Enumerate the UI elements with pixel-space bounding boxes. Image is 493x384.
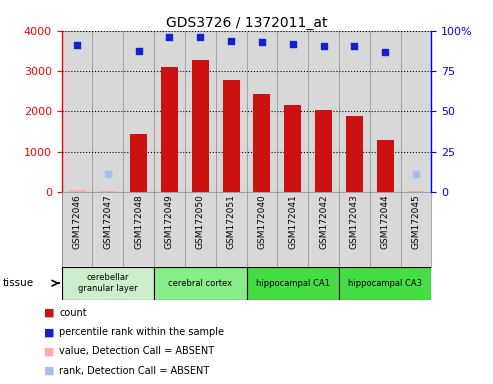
Point	[196, 35, 204, 41]
Point	[104, 171, 112, 177]
Text: GSM172050: GSM172050	[196, 194, 205, 249]
Text: hippocampal CA1: hippocampal CA1	[256, 279, 330, 288]
Bar	[346, 116, 363, 192]
Point	[351, 43, 358, 49]
Text: GSM172047: GSM172047	[104, 194, 112, 249]
Bar	[277, 31, 308, 192]
Bar	[154, 267, 246, 300]
Bar	[154, 31, 185, 192]
Point	[73, 42, 81, 48]
Bar	[339, 267, 431, 300]
Bar	[62, 267, 154, 300]
Text: GSM172040: GSM172040	[257, 194, 266, 249]
Text: GSM172042: GSM172042	[319, 194, 328, 249]
Point	[227, 38, 235, 44]
Bar	[123, 31, 154, 192]
Text: ■: ■	[44, 366, 55, 376]
Text: cerebellar
granular layer: cerebellar granular layer	[78, 273, 138, 293]
Point	[258, 39, 266, 45]
Text: GSM172049: GSM172049	[165, 194, 174, 249]
Bar	[339, 31, 370, 192]
Bar	[216, 31, 246, 192]
Text: value, Detection Call = ABSENT: value, Detection Call = ABSENT	[59, 346, 214, 356]
Text: GSM172043: GSM172043	[350, 194, 359, 249]
Point	[289, 41, 297, 48]
Text: ■: ■	[44, 346, 55, 356]
Bar	[308, 31, 339, 192]
Text: GSM172046: GSM172046	[72, 194, 81, 249]
Bar	[223, 80, 240, 192]
Text: count: count	[59, 308, 87, 318]
Bar	[130, 134, 147, 192]
Bar	[93, 31, 123, 192]
Text: cerebral cortex: cerebral cortex	[168, 279, 232, 288]
Text: ■: ■	[44, 308, 55, 318]
Bar	[192, 60, 209, 192]
Text: GSM172045: GSM172045	[412, 194, 421, 249]
Bar	[246, 31, 277, 192]
Text: GSM172041: GSM172041	[288, 194, 297, 249]
Bar	[100, 191, 116, 192]
Text: rank, Detection Call = ABSENT: rank, Detection Call = ABSENT	[59, 366, 210, 376]
Text: GSM172051: GSM172051	[227, 194, 236, 249]
Bar	[408, 191, 424, 192]
Bar	[246, 267, 339, 300]
Title: GDS3726 / 1372011_at: GDS3726 / 1372011_at	[166, 16, 327, 30]
Bar	[370, 31, 400, 192]
Bar	[69, 190, 85, 192]
Bar	[185, 31, 216, 192]
Point	[381, 49, 389, 55]
Bar	[161, 66, 178, 192]
Text: GSM172044: GSM172044	[381, 194, 389, 249]
Bar	[284, 104, 301, 192]
Text: tissue: tissue	[2, 278, 34, 288]
Text: hippocampal CA3: hippocampal CA3	[348, 279, 422, 288]
Point	[166, 35, 174, 41]
Text: GSM172048: GSM172048	[134, 194, 143, 249]
Bar	[377, 140, 393, 192]
Bar	[400, 31, 431, 192]
Text: ■: ■	[44, 327, 55, 337]
Point	[319, 43, 327, 49]
Text: percentile rank within the sample: percentile rank within the sample	[59, 327, 224, 337]
Point	[135, 48, 142, 54]
Point	[412, 171, 420, 177]
Bar	[315, 110, 332, 192]
Bar	[253, 94, 270, 192]
Bar	[62, 31, 93, 192]
